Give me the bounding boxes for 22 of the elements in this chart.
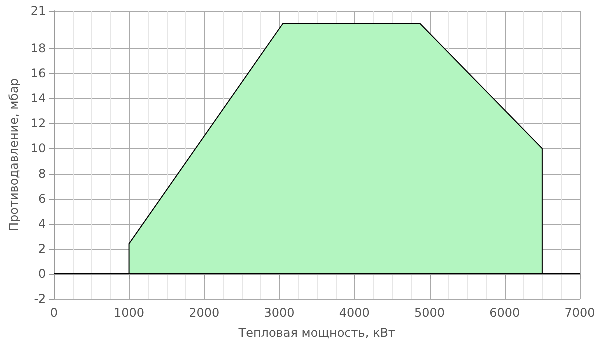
y-tick-label: 10	[30, 142, 46, 156]
y-tick-label: -2	[34, 292, 46, 306]
y-tick-label: 21	[30, 4, 46, 18]
x-tick-label: 3000	[264, 306, 295, 320]
y-tick-label: 4	[38, 216, 46, 231]
x-axis-title: Тепловая мощность, кВт	[238, 326, 396, 340]
x-tick-label: 1000	[114, 306, 145, 320]
x-tick-label: 2000	[189, 306, 220, 320]
y-axis-title: Противодавление, мбар	[7, 78, 21, 232]
y-tick-label: 18	[30, 42, 46, 56]
x-tick-label: 6000	[490, 306, 520, 320]
y-tick-label: 6	[38, 192, 46, 206]
x-tick-label: 5000	[414, 306, 446, 320]
y-tick-label: 12	[30, 116, 46, 131]
x-tick-label: 4000	[339, 306, 370, 320]
y-tick-label: 2	[38, 242, 46, 256]
y-tick-label: 16	[30, 66, 46, 81]
y-tick-label: 8	[38, 166, 46, 181]
y-tick-label: 14	[30, 92, 46, 106]
y-tick-label: 0	[38, 266, 46, 281]
x-tick-label: 7000	[564, 306, 596, 320]
x-tick-label: 0	[50, 306, 58, 320]
